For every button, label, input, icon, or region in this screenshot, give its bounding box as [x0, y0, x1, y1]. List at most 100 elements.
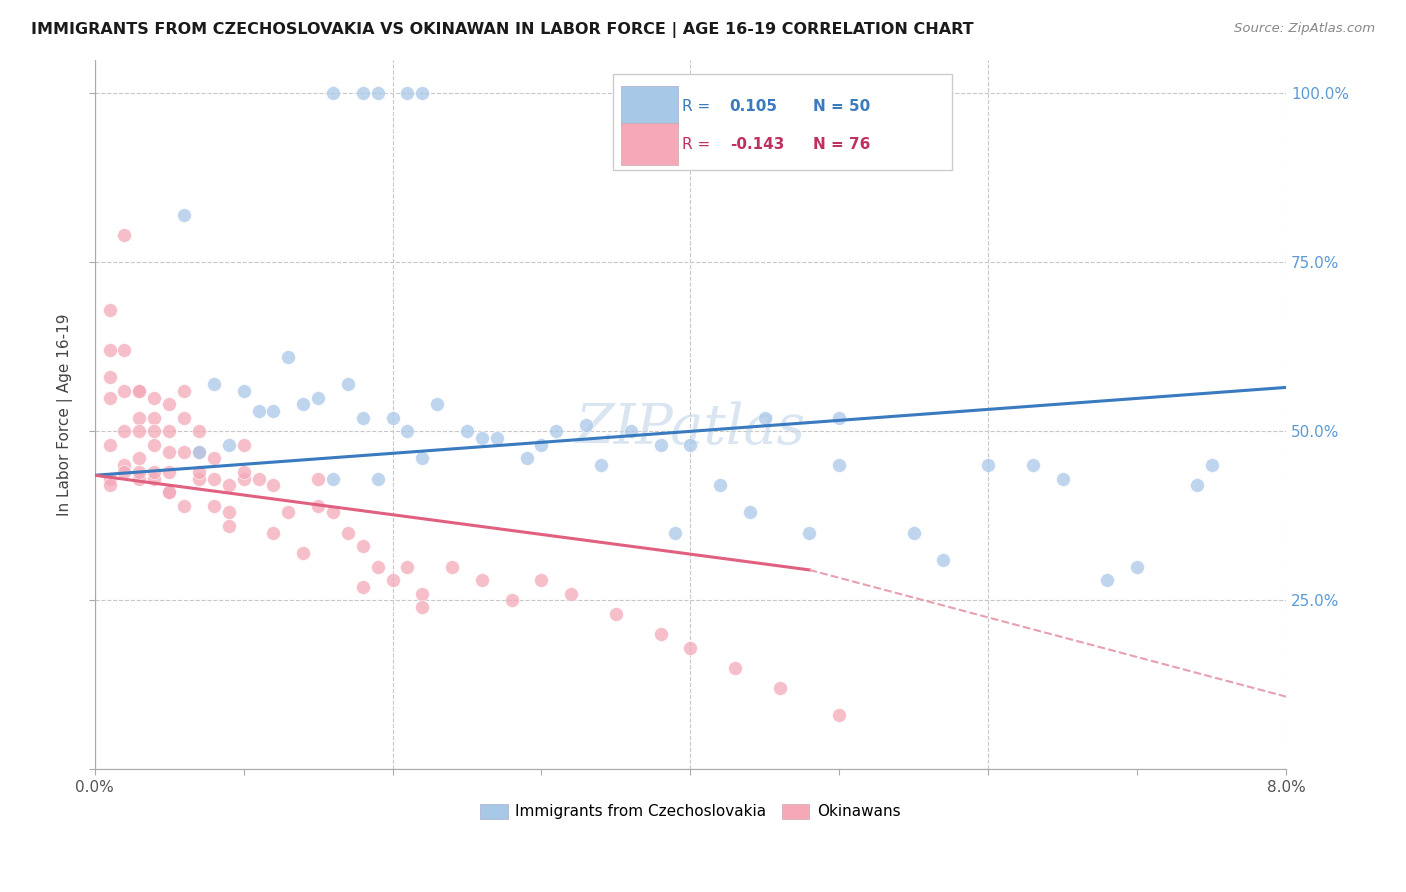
Point [977, 458, 1000, 472]
Point [769, 681, 792, 696]
Point [157, 485, 180, 500]
Point [128, 384, 150, 398]
Point [530, 573, 553, 587]
Point [202, 451, 225, 466]
Point [515, 451, 537, 466]
Point [187, 472, 209, 486]
Point [456, 425, 478, 439]
Point [98, 472, 121, 486]
Point [589, 458, 612, 472]
Point [1126, 559, 1149, 574]
FancyBboxPatch shape [621, 123, 679, 165]
Point [157, 485, 180, 500]
Point [932, 553, 955, 567]
Text: R =: R = [682, 137, 710, 153]
Point [262, 478, 284, 492]
Point [157, 465, 180, 479]
Point [277, 506, 299, 520]
Point [128, 472, 150, 486]
Text: -0.143: -0.143 [730, 137, 785, 153]
Point [98, 438, 121, 452]
Point [471, 431, 494, 445]
Point [322, 472, 344, 486]
Point [828, 458, 851, 472]
Point [754, 410, 776, 425]
Point [114, 465, 136, 479]
Point [157, 397, 180, 411]
Point [187, 425, 209, 439]
Text: N = 76: N = 76 [813, 137, 870, 153]
Point [173, 499, 195, 513]
Point [143, 472, 166, 486]
Text: N = 50: N = 50 [813, 99, 870, 114]
Point [292, 397, 315, 411]
Point [187, 444, 209, 458]
Point [679, 438, 702, 452]
Point [187, 444, 209, 458]
Point [411, 600, 433, 615]
FancyBboxPatch shape [613, 74, 952, 169]
Point [114, 343, 136, 358]
Point [143, 410, 166, 425]
FancyBboxPatch shape [621, 86, 679, 127]
Point [232, 465, 254, 479]
Point [530, 438, 553, 452]
Point [143, 438, 166, 452]
Y-axis label: In Labor Force | Age 16-19: In Labor Force | Age 16-19 [58, 313, 73, 516]
Point [396, 87, 419, 101]
Point [173, 384, 195, 398]
Point [738, 506, 761, 520]
Point [411, 451, 433, 466]
Point [114, 458, 136, 472]
Point [367, 559, 389, 574]
Point [546, 425, 568, 439]
Point [1022, 458, 1045, 472]
Point [157, 425, 180, 439]
Point [724, 661, 747, 675]
Point [352, 580, 374, 594]
Point [128, 451, 150, 466]
Point [232, 472, 254, 486]
Point [1201, 458, 1223, 472]
Point [471, 573, 494, 587]
Point [381, 410, 404, 425]
Point [322, 506, 344, 520]
Point [218, 519, 240, 533]
Text: IMMIGRANTS FROM CZECHOSLOVAKIA VS OKINAWAN IN LABOR FORCE | AGE 16-19 CORRELATIO: IMMIGRANTS FROM CZECHOSLOVAKIA VS OKINAW… [31, 22, 973, 38]
Point [128, 410, 150, 425]
Point [247, 472, 270, 486]
Text: ZIPatlas: ZIPatlas [575, 401, 806, 456]
Point [98, 391, 121, 405]
Text: Source: ZipAtlas.com: Source: ZipAtlas.com [1234, 22, 1375, 36]
Point [173, 444, 195, 458]
Point [232, 384, 254, 398]
Point [114, 384, 136, 398]
Point [202, 472, 225, 486]
Point [396, 425, 419, 439]
Point [560, 586, 582, 600]
Point [307, 499, 329, 513]
Point [352, 410, 374, 425]
Point [664, 525, 686, 540]
Text: 0.105: 0.105 [730, 99, 778, 114]
Text: R =: R = [682, 99, 710, 114]
Point [98, 302, 121, 317]
Point [709, 478, 731, 492]
Point [143, 465, 166, 479]
Point [218, 478, 240, 492]
Point [650, 438, 672, 452]
Point [605, 607, 627, 621]
Point [799, 525, 821, 540]
Point [114, 425, 136, 439]
Point [367, 472, 389, 486]
Point [247, 404, 270, 418]
Point [367, 87, 389, 101]
Point [128, 465, 150, 479]
Point [232, 438, 254, 452]
Point [650, 627, 672, 641]
Point [1052, 472, 1074, 486]
Point [307, 391, 329, 405]
Point [322, 87, 344, 101]
Point [128, 425, 150, 439]
Point [277, 350, 299, 364]
